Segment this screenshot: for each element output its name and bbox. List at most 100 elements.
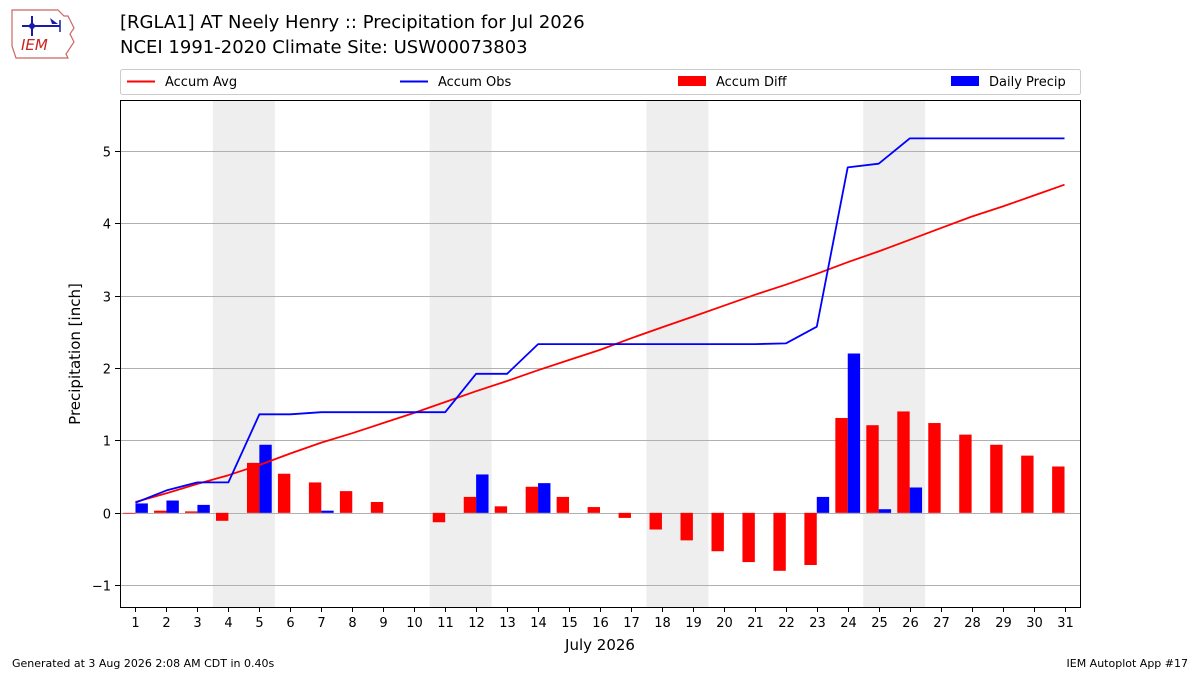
x-tick-label: 22 (778, 616, 795, 631)
x-tick-label: 1 (131, 616, 139, 631)
bar-accum-diff (556, 496, 570, 513)
bar-accum-diff (185, 511, 198, 513)
bar-accum-diff (1052, 466, 1065, 513)
logo-text: IEM (21, 36, 48, 54)
x-tick-label: 24 (840, 616, 857, 631)
y-tick-label: −1 (92, 580, 111, 595)
bar-accum-diff (897, 411, 910, 513)
bar-accum-diff (804, 512, 817, 565)
bar-daily-precip (135, 503, 148, 513)
bar-daily-precip (847, 353, 861, 513)
bar-accum-diff (216, 512, 229, 521)
bar-accum-diff (835, 417, 848, 513)
x-axis-label: July 2026 (564, 636, 635, 654)
bar-accum-diff (339, 491, 353, 513)
bar-accum-diff (277, 473, 291, 513)
legend-label-daily-precip: Daily Precip (989, 75, 1066, 90)
y-tick-label: 2 (103, 363, 111, 378)
bar-accum-diff (246, 462, 260, 513)
x-tick-label: 28 (964, 616, 981, 631)
chart-title: [RGLA1] AT Neely Henry :: Precipitation … (120, 12, 585, 33)
y-tick-label: 1 (103, 435, 111, 450)
bar-accum-diff (959, 434, 972, 513)
bar-accum-diff (463, 496, 477, 513)
x-tick-label: 16 (592, 616, 609, 631)
x-tick-label: 19 (685, 616, 702, 631)
bar-daily-precip (166, 500, 179, 513)
bar-accum-diff (649, 512, 662, 530)
bar-accum-diff (308, 482, 322, 513)
legend-label-accum-diff: Accum Diff (716, 75, 788, 90)
chart-subtitle: NCEI 1991-2020 Climate Site: USW00073803 (120, 37, 528, 58)
x-tick-label: 10 (406, 616, 423, 631)
y-tick-label: 3 (103, 291, 111, 306)
y-axis-label: Precipitation [inch] (66, 283, 84, 425)
weekend-shade-1 (212, 100, 275, 607)
bar-accum-diff (587, 507, 600, 513)
legend-label-accum-obs: Accum Obs (438, 75, 511, 90)
legend-box (120, 69, 1081, 95)
x-tick-label: 21 (747, 616, 764, 631)
x-tick-label: 4 (224, 616, 232, 631)
bar-daily-precip (816, 496, 830, 513)
x-tick-label: 12 (468, 616, 485, 631)
x-tick-label: 23 (809, 616, 826, 631)
y-tick-label: 4 (103, 218, 111, 233)
bar-daily-precip (259, 444, 272, 513)
bar-accum-diff (773, 512, 786, 571)
weekend-shading (212, 100, 926, 607)
bar-accum-diff (866, 425, 879, 513)
bar-accum-diff (494, 506, 508, 513)
x-tick-label: 9 (379, 616, 387, 631)
bar-accum-diff (680, 512, 693, 541)
x-tick-label: 2 (162, 616, 170, 631)
x-tick-label: 6 (286, 616, 294, 631)
x-tick-label: 13 (499, 616, 516, 631)
gridlines (120, 151, 1080, 586)
bar-daily-precip (476, 474, 489, 513)
legend-label-accum-avg: Accum Avg (165, 75, 237, 90)
bar-accum-diff (1021, 455, 1034, 513)
x-tick-label: 15 (561, 616, 578, 631)
weekend-shade-4 (863, 100, 926, 607)
y-tick-label: 5 (103, 146, 111, 161)
x-axis: 1 2 3 4 5 6 7 8 9 10 11 12 13 14 15 16 17 18 19 20 21 22 23 24 2… (131, 607, 1074, 631)
x-tick-label: 14 (530, 616, 547, 631)
x-tick-label: 8 (348, 616, 356, 631)
bar-accum-diff (154, 510, 167, 513)
x-tick-label: 27 (933, 616, 950, 631)
line-accum-avg (135, 183, 1065, 503)
bar-accum-diff (525, 486, 539, 513)
bar-accum-diff (370, 501, 384, 513)
bars (123, 353, 1065, 571)
y-axis: −1 0 1 2 3 4 5 (92, 146, 120, 595)
x-tick-label: 25 (871, 616, 888, 631)
bar-daily-precip (878, 509, 892, 513)
x-tick-label: 5 (255, 616, 263, 631)
bar-accum-diff (123, 512, 136, 514)
legend-swatch-daily-precip (951, 76, 979, 86)
bar-accum-diff (742, 512, 755, 563)
x-tick-label: 26 (902, 616, 919, 631)
legend: Accum Avg Accum Obs Accum Diff Daily Precip (120, 69, 1081, 95)
bar-accum-diff (432, 512, 446, 523)
x-tick-label: 18 (654, 616, 671, 631)
bar-accum-diff (990, 444, 1003, 513)
footer-app-id: IEM Autoplot App #17 (1066, 657, 1189, 670)
bar-daily-precip (909, 487, 923, 513)
footer-generated: Generated at 3 Aug 2026 2:08 AM CDT in 0… (12, 657, 275, 670)
bar-accum-diff (711, 512, 724, 552)
bar-daily-precip (538, 483, 551, 513)
bar-accum-diff (618, 512, 631, 518)
y-tick-label: 0 (103, 508, 111, 523)
x-tick-label: 31 (1057, 616, 1074, 631)
x-tick-label: 30 (1026, 616, 1043, 631)
bar-daily-precip (321, 510, 334, 513)
x-tick-label: 11 (437, 616, 454, 631)
weekend-shade-2 (429, 100, 492, 607)
weekend-shade-3 (646, 100, 709, 607)
legend-swatch-accum-diff (678, 76, 706, 86)
x-tick-label: 17 (623, 616, 640, 631)
bar-daily-precip (197, 504, 210, 513)
